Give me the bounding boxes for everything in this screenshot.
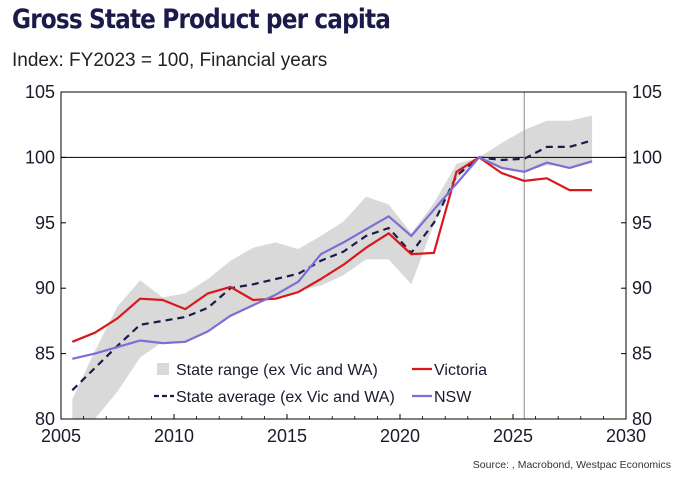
y-tick-label-left: 95 (35, 213, 55, 233)
legend-label: Victoria (434, 362, 487, 379)
x-tick-label: 2010 (154, 426, 194, 446)
y-tick-label-left: 90 (35, 278, 55, 298)
state-average-line (71, 139, 593, 391)
x-tick-label: 2015 (267, 426, 307, 446)
y-tick-label-left: 80 (35, 409, 55, 429)
y-tick-label-right: 95 (632, 213, 652, 233)
victoria-line (71, 156, 593, 343)
legend-swatch-range (157, 363, 169, 375)
chart-subtitle: Index: FY2023 = 100, Financial years (12, 50, 328, 71)
state-range-band (72, 115, 593, 419)
nsw-line (72, 156, 593, 360)
y-tick-label-left: 85 (35, 344, 55, 364)
y-tick-label-right: 100 (632, 147, 662, 167)
y-tick-label-right: 105 (632, 82, 662, 102)
plot-frame (60, 91, 627, 420)
y-tick-label-right: 85 (632, 344, 652, 364)
y-tick-label-right: 80 (632, 409, 652, 429)
x-tick-label: 2020 (380, 426, 420, 446)
legend-label: State range (ex Vic and WA) (176, 362, 378, 379)
y-tick-label-left: 105 (25, 82, 55, 102)
x-tick-label: 2025 (493, 426, 533, 446)
legend-label: State average (ex Vic and WA) (176, 389, 395, 406)
y-tick-label-right: 90 (632, 278, 652, 298)
y-tick-label-left: 100 (25, 147, 55, 167)
legend-label: NSW (434, 389, 472, 406)
source-note: Source: , Macrobond, Westpac Economics (472, 459, 671, 471)
x-tick-label: 2005 (41, 426, 81, 446)
x-tick-label: 2030 (606, 426, 646, 446)
chart-title: Gross State Product per capita (12, 4, 391, 35)
